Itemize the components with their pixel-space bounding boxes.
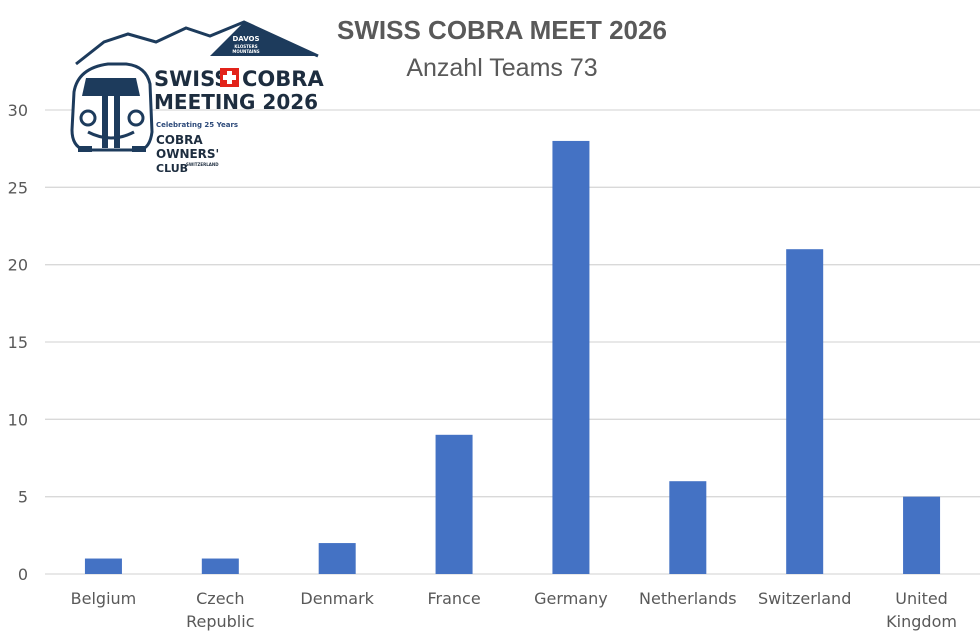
car-icon bbox=[70, 62, 154, 152]
bar bbox=[552, 140, 590, 574]
x-category-label: France bbox=[427, 589, 480, 608]
event-logo: DAVOS KLOSTERS MOUNTAINS SWISS COBRA MEE… bbox=[70, 20, 324, 175]
y-axis-ticks: 0 5 10 15 20 25 30 bbox=[8, 101, 28, 584]
x-category-label: Denmark bbox=[300, 589, 374, 608]
bar bbox=[201, 558, 239, 574]
bar bbox=[318, 543, 356, 574]
y-tick-label: 30 bbox=[8, 101, 28, 120]
bar bbox=[903, 496, 941, 574]
badge-line-2: KLOSTERS bbox=[234, 44, 257, 49]
logo-club-line-1: COBRA bbox=[156, 133, 203, 147]
x-category-label: Netherlands bbox=[639, 589, 737, 608]
chart-subtitle: Anzahl Teams 73 bbox=[406, 54, 597, 82]
logo-club-country: SWITZERLAND bbox=[186, 162, 219, 167]
x-category-label: Republic bbox=[186, 612, 254, 631]
y-tick-label: 0 bbox=[18, 565, 28, 584]
x-category-label: Czech bbox=[196, 589, 244, 608]
logo-swiss: SWISS bbox=[154, 67, 229, 91]
mountain-icon bbox=[75, 20, 319, 66]
bars bbox=[84, 140, 941, 574]
bar bbox=[84, 558, 122, 574]
y-tick-label: 10 bbox=[8, 410, 28, 429]
y-tick-label: 20 bbox=[8, 256, 28, 275]
swiss-cross-icon bbox=[220, 68, 239, 87]
x-axis-categories: Belgium Czech Republic Denmark France Germany… bbox=[71, 589, 957, 631]
logo-tagline: Celebrating 25 Years bbox=[156, 121, 238, 129]
logo-meeting: MEETING 2026 bbox=[154, 90, 318, 114]
logo-club-line-3: CLUB bbox=[156, 162, 188, 175]
x-category-label: Switzerland bbox=[758, 589, 851, 608]
logo-cobra: COBRA bbox=[242, 67, 324, 91]
y-tick-label: 15 bbox=[8, 333, 28, 352]
bar bbox=[435, 434, 473, 574]
badge-line-1: DAVOS bbox=[232, 35, 259, 43]
gridlines bbox=[45, 109, 980, 575]
chart-title: SWISS COBRA MEET 2026 bbox=[337, 15, 667, 45]
x-category-label: Belgium bbox=[71, 589, 137, 608]
x-category-label: Germany bbox=[534, 589, 608, 608]
x-category-label: Kingdom bbox=[886, 612, 957, 631]
y-tick-label: 25 bbox=[8, 178, 28, 197]
bar bbox=[669, 481, 707, 574]
logo-club-line-2: OWNERS' bbox=[156, 147, 219, 161]
bar bbox=[786, 249, 824, 574]
badge-line-3: MOUNTAINS bbox=[232, 49, 259, 54]
x-category-label: United bbox=[895, 589, 948, 608]
y-tick-label: 5 bbox=[18, 488, 28, 507]
